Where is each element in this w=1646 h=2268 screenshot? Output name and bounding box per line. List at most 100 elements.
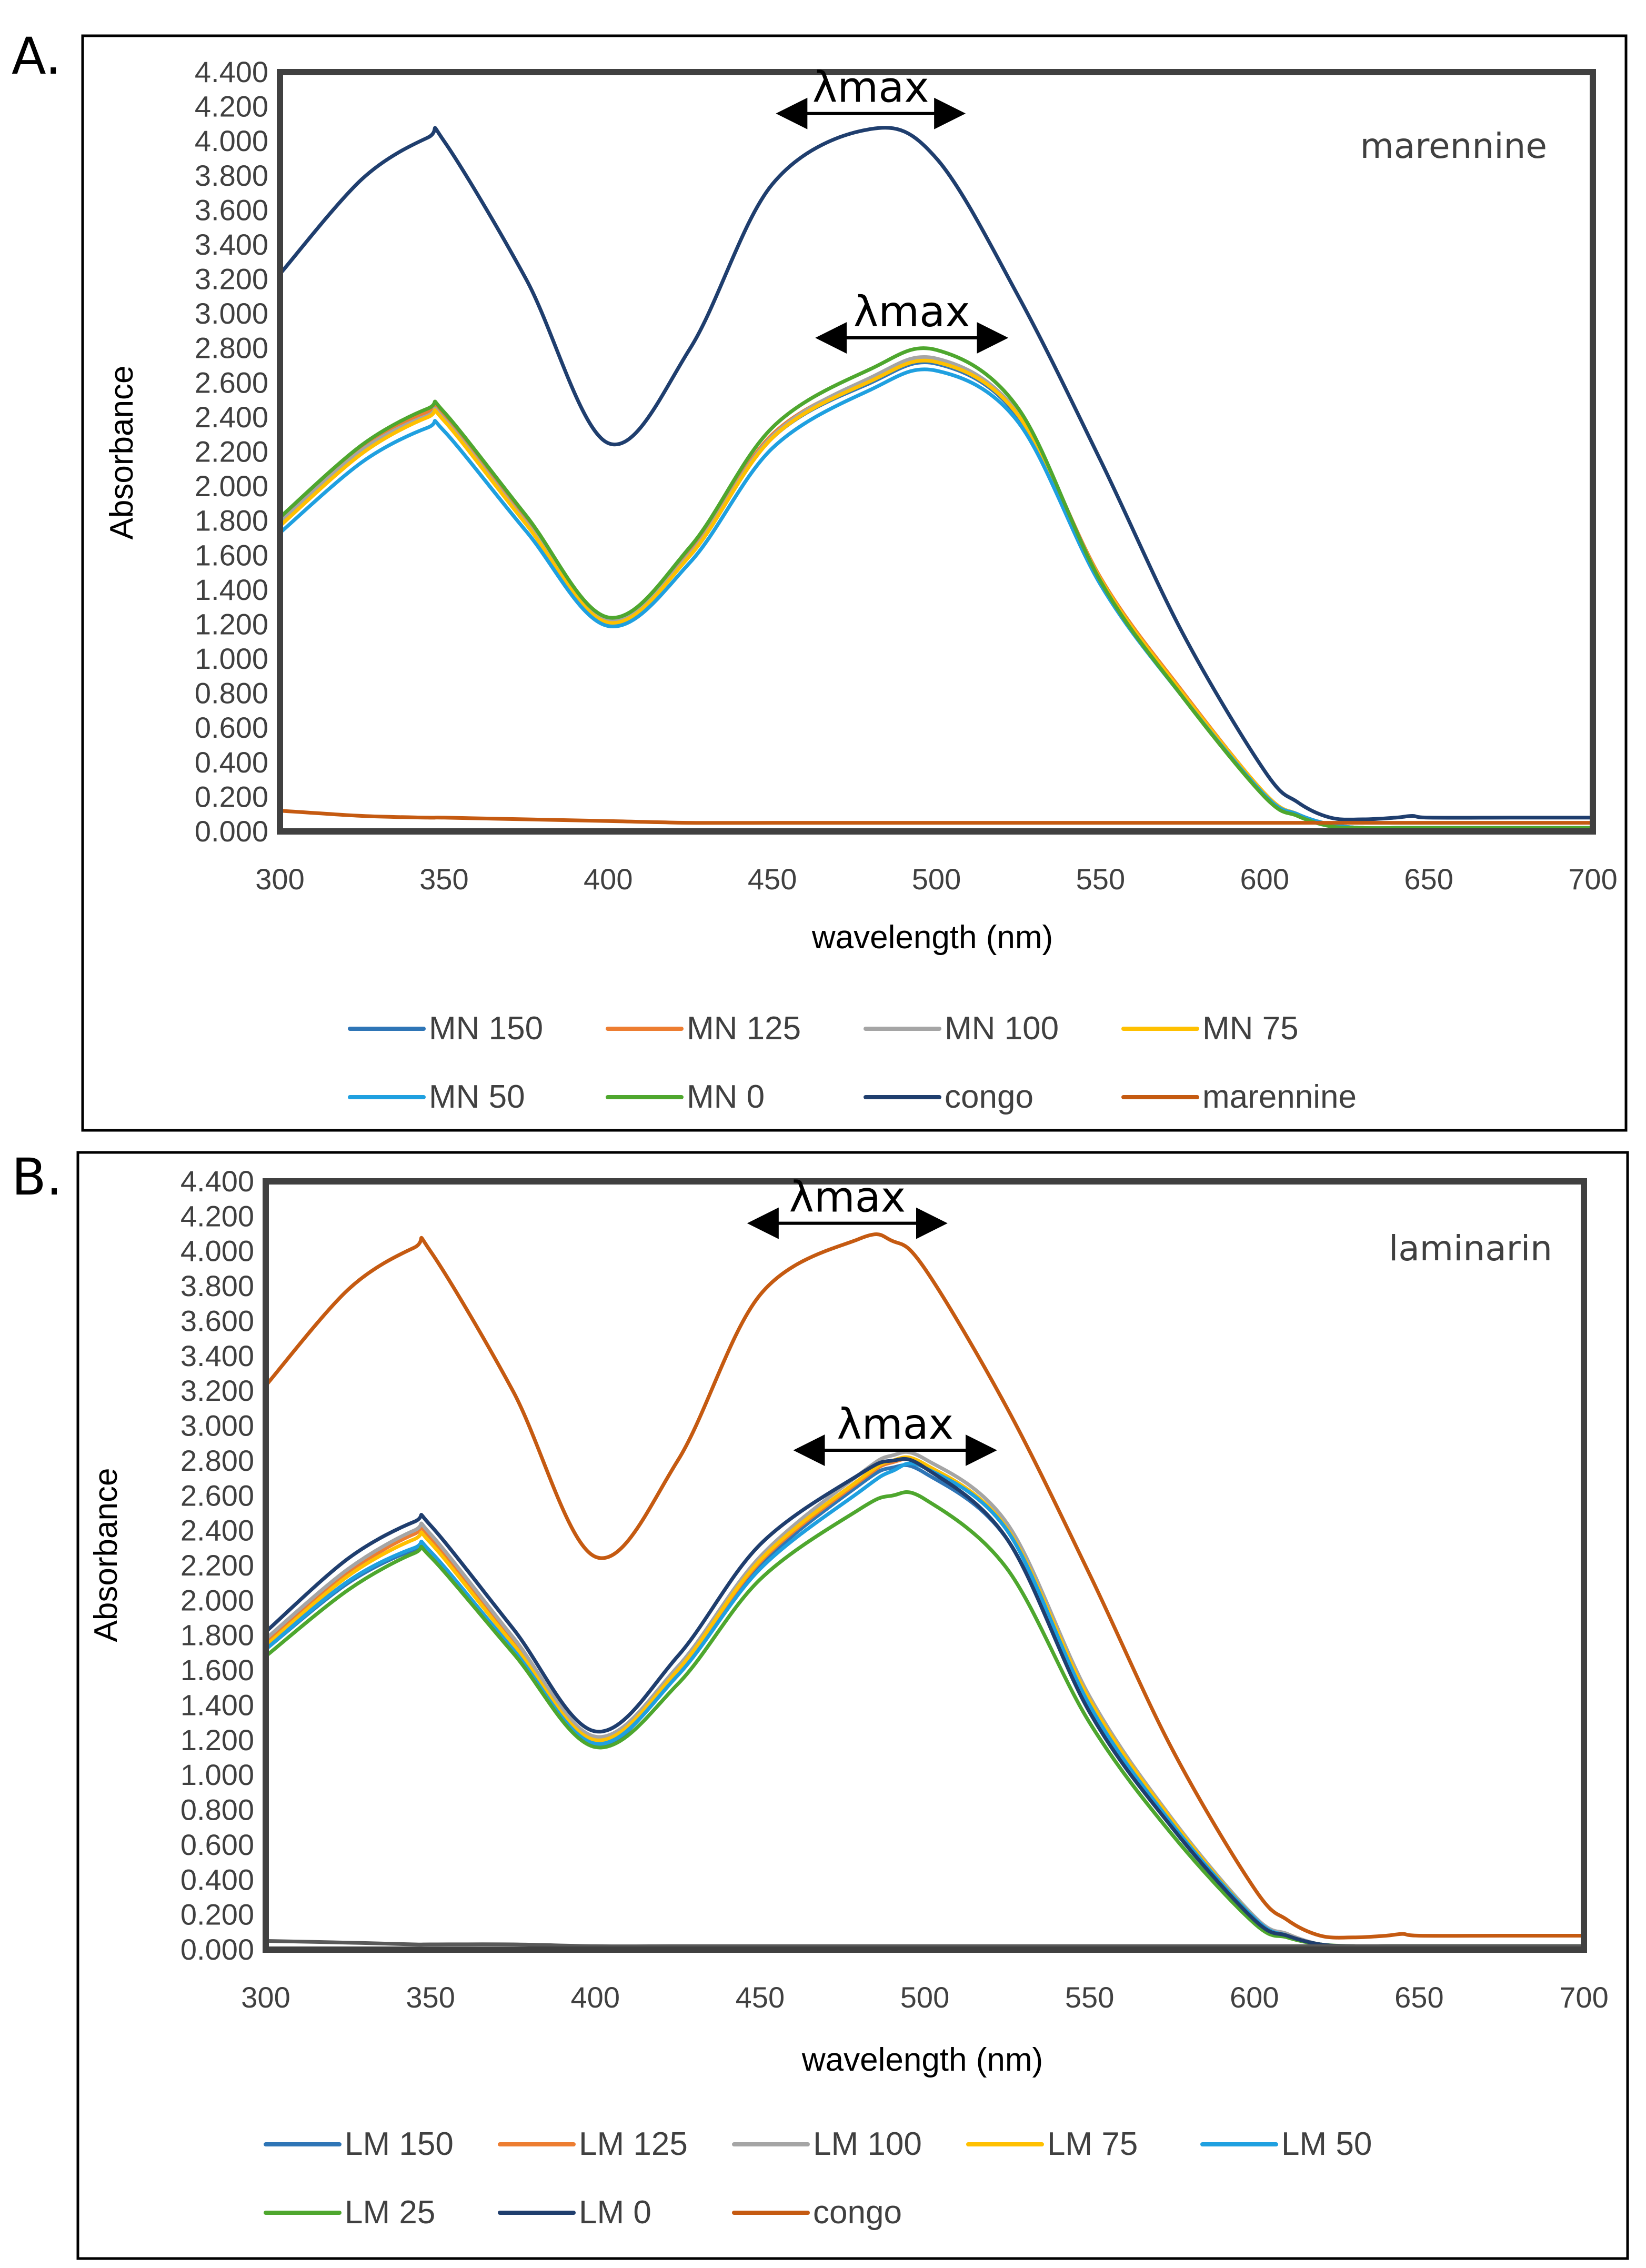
panel-a-x-tick-label: 600 [1240,862,1289,896]
panel-a-x-tick-label: 650 [1404,862,1453,896]
panel-b-y-tick-label: 1.400 [180,1688,254,1721]
panel-b-legend-label: LM 125 [579,2126,688,2162]
panel-a-legend-label: MN 100 [945,1010,1059,1047]
panel-b-x-tick-label: 550 [1065,1981,1114,2014]
panel-b-border [76,1151,1629,2260]
panel-a-y-tick-label: 2.200 [195,435,268,468]
panel-a-x-tick-label: 400 [584,862,633,896]
panel-a-x-tick-label: 500 [912,862,961,896]
panel-b-series [264,1232,1586,1949]
panel-b-legend-label: LM 75 [1047,2126,1138,2162]
panel-b-y-tick-label: 0.600 [180,1828,254,1861]
panel-a-series-mn-125 [278,357,1595,830]
panel-b-y-tick-label: 0.400 [180,1863,254,1896]
panel-b-series-lm-0 [264,1457,1586,1949]
panel-a-legend-label: MN 0 [687,1079,765,1115]
panel-a-y-tick-label: 2.600 [195,366,268,399]
panel-b-y-tick-label: 1.800 [180,1619,254,1652]
panel-b-y-tick-label: 3.600 [180,1304,254,1337]
panel-b-annotations: λmax λmax [747,1173,997,1466]
panel-a-y-tick-label: 0.200 [195,780,268,813]
panel-b-y-tick-label: 1.200 [180,1723,254,1757]
panel-a-legend-label: MN 125 [687,1010,801,1047]
panel-b-series-congo [264,1232,1586,1940]
panel-b-x-tick-label: 600 [1230,1981,1279,2014]
panel-b-series-lm-25 [264,1490,1586,1949]
panel-b-y-tick-label: 0.000 [180,1933,254,1966]
panel-b-legend-label: LM 0 [579,2194,651,2231]
panel-b-plot-frame [263,1178,1587,1953]
panel-b-y-tick-label: 3.000 [180,1409,254,1442]
panel-b-y-tick-label: 3.800 [180,1269,254,1302]
panel-a-y-tick-label: 2.000 [195,469,268,503]
panel-a-y-tick-label: 2.800 [195,332,268,365]
panel-a-x-tick-label: 300 [255,862,304,896]
panel-a-series-mn-100 [278,355,1595,830]
panel-a-y-tick-label: 1.000 [195,642,268,675]
panel-a-border [81,34,1628,1132]
panel-b-y-tick-label: 4.200 [180,1199,254,1232]
panel-a-plot-frame [277,69,1596,835]
panel-b-x-tick-label: 500 [900,1981,949,2014]
panel-a-x-tick-label: 450 [748,862,797,896]
panel-b-series-lm-125 [264,1457,1586,1949]
panel-b-x-tick-label: 450 [736,1981,785,2014]
panel-a-legend: MN 150 MN 125 MN 100 MN 75 MN 50 MN 0 congo mar… [348,1010,1357,1115]
panel-b-y-tick-label: 4.400 [180,1165,254,1198]
panel-a-y-tick-label: 0.400 [195,746,268,779]
panel-a-y-tick-label: 0.600 [195,711,268,744]
panel-b-legend-label: LM 25 [345,2194,435,2231]
panel-b: B. laminarin wavelength (nm) Absorbance … [12,1148,1629,2260]
panel-b-legend-label: LM 150 [345,2126,454,2162]
panel-a-y-tick-label: 4.200 [195,90,268,123]
panel-a-y-axis-title: Absorbance [104,366,140,540]
panel-b-x-ticks: 300 350 400 450 500 550 600 650 700 [241,1981,1608,2014]
panel-a-series-mn-0 [278,346,1595,830]
panel-b-label: B. [12,1148,62,1207]
panel-b-y-tick-label: 2.600 [180,1479,254,1512]
panel-a-x-axis-title: wavelength (nm) [811,919,1053,956]
panel-a-y-tick-label: 4.000 [195,124,268,157]
panel-a-series-mn-75 [278,358,1595,830]
panel-b-legend-label: LM 50 [1281,2126,1372,2162]
panel-a-y-tick-label: 3.800 [195,159,268,192]
panel-b-legend-label: LM 100 [813,2126,922,2162]
panel-a-y-tick-label: 0.800 [195,677,268,710]
panel-b-series-lm-50 [264,1461,1586,1949]
panel-b-y-ticks: 0.0000.2000.4000.6000.8001.0001.2001.400… [180,1165,254,1966]
panel-b-inset-label: laminarin [1389,1228,1552,1269]
panel-b-y-tick-label: 2.200 [180,1549,254,1582]
panel-b-y-tick-label: 0.800 [180,1793,254,1827]
panel-b-series-lm-150 [264,1463,1586,1949]
panel-b-y-tick-label: 0.200 [180,1898,254,1931]
panel-b-y-tick-label: 1.000 [180,1758,254,1791]
panel-b-y-tick-label: 2.400 [180,1514,254,1547]
panel-a-x-tick-label: 700 [1568,862,1617,896]
panel-a-legend-label: marennine [1202,1079,1357,1115]
panel-a-label: A. [12,27,62,86]
panel-b-x-tick-label: 700 [1559,1981,1608,2014]
panel-a-lambda-label-2: λmax [854,287,970,336]
panel-b-series-laminarin [264,1939,1586,1949]
panel-a-annotations: λmax λmax [776,63,1009,354]
panel-b-lambda-label-2: λmax [837,1400,954,1449]
panel-a-y-tick-label: 3.200 [195,263,268,296]
panel-b-series-lm-100 [264,1450,1586,1949]
panel-a-y-tick-label: 1.600 [195,538,268,571]
panel-a-series-mn-150 [278,360,1595,830]
panel-a-legend-label: congo [945,1079,1033,1115]
panel-a-y-tick-label: 1.800 [195,504,268,537]
panel-a-x-tick-label: 350 [419,862,468,896]
panel-b-legend-label: congo [813,2194,902,2231]
panel-b-y-tick-label: 3.200 [180,1374,254,1407]
panel-a-y-ticks: 0.0000.2000.4000.6000.8001.0001.2001.400… [195,55,268,848]
panel-a-legend-label: MN 50 [429,1079,525,1115]
panel-b-x-tick-label: 300 [241,1981,290,2014]
panel-b-x-tick-label: 350 [406,1981,455,2014]
panel-a-y-tick-label: 3.000 [195,297,268,330]
panel-b-x-tick-label: 650 [1394,1981,1443,2014]
panel-a-legend-label: MN 150 [429,1010,543,1047]
panel-b-y-tick-label: 3.400 [180,1339,254,1372]
panel-b-y-tick-label: 1.600 [180,1653,254,1687]
